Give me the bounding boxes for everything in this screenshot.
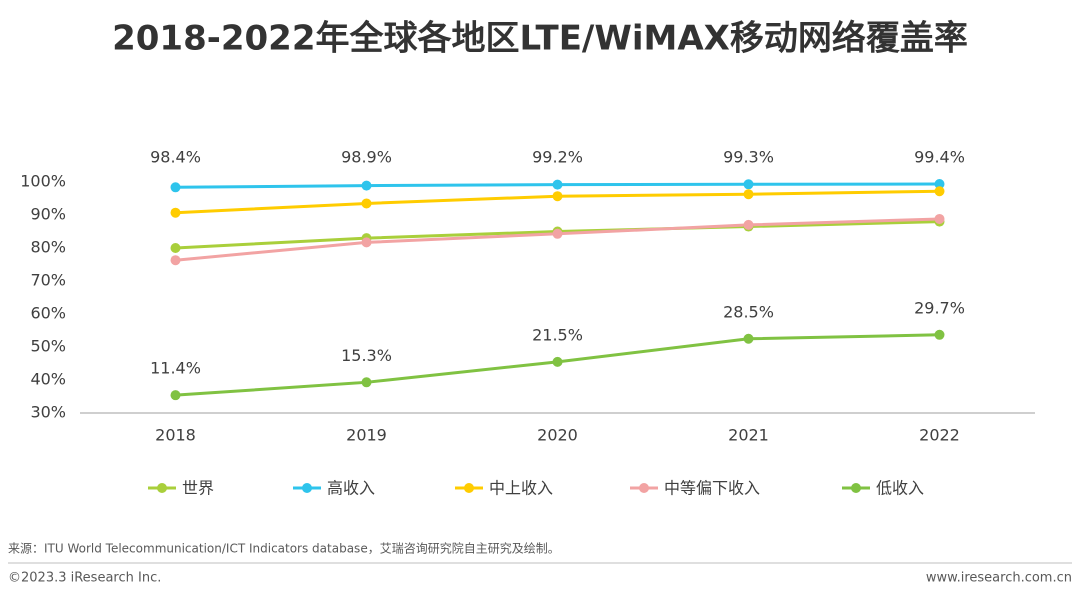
- chart-title: 2018-2022年全球各地区LTE/WiMAX移动网络覆盖率: [112, 19, 968, 59]
- legend-label: 中等偏下收入: [664, 479, 760, 498]
- data-point: [743, 179, 754, 190]
- legend-marker: [302, 483, 312, 493]
- data-point: [361, 377, 372, 388]
- data-label: 99.2%: [532, 148, 583, 167]
- data-label: 29.7%: [914, 298, 965, 317]
- x-tick-label: 2021: [728, 426, 769, 445]
- data-point: [934, 186, 945, 197]
- data-point: [170, 207, 181, 218]
- y-tick-label: 30%: [30, 403, 66, 422]
- website: www.iresearch.com.cn: [926, 571, 1072, 586]
- x-tick-label: 2020: [537, 426, 578, 445]
- y-tick-label: 40%: [30, 370, 66, 389]
- data-point: [743, 333, 754, 344]
- data-label: 98.9%: [341, 148, 392, 167]
- data-point: [552, 228, 563, 239]
- legend-marker: [639, 483, 649, 493]
- data-point: [552, 179, 563, 190]
- data-label: 99.4%: [914, 148, 965, 167]
- legend-marker: [464, 483, 474, 493]
- y-tick-label: 50%: [30, 337, 66, 356]
- data-label: 21.5%: [532, 325, 583, 344]
- data-point: [934, 178, 945, 189]
- source-note: 来源：ITU World Telecommunication/ICT Indic…: [8, 541, 560, 556]
- data-label: 28.5%: [723, 302, 774, 321]
- legend-marker: [851, 483, 861, 493]
- y-tick-label: 80%: [30, 238, 66, 257]
- x-tick-label: 2022: [919, 426, 960, 445]
- y-tick-label: 100%: [20, 172, 66, 191]
- data-point: [170, 182, 181, 193]
- data-point: [934, 213, 945, 224]
- legend-marker: [157, 483, 167, 493]
- data-label: 11.4%: [150, 359, 201, 378]
- data-point: [552, 356, 563, 367]
- legend-label: 中上收入: [489, 479, 553, 498]
- data-point: [361, 237, 372, 248]
- y-tick-label: 60%: [30, 304, 66, 323]
- data-point: [361, 180, 372, 191]
- data-point: [743, 219, 754, 230]
- y-tick-label: 70%: [30, 271, 66, 290]
- data-label: 98.4%: [150, 148, 201, 167]
- legend-label: 低收入: [876, 479, 924, 498]
- data-point: [170, 243, 181, 253]
- copyright: ©2023.3 iResearch Inc.: [8, 571, 161, 586]
- data-point: [170, 255, 181, 266]
- data-label: 15.3%: [341, 346, 392, 365]
- data-label: 99.3%: [723, 148, 774, 167]
- x-tick-label: 2019: [346, 426, 387, 445]
- legend-label: 高收入: [327, 479, 375, 498]
- data-point: [552, 191, 563, 202]
- data-point: [170, 390, 181, 401]
- x-tick-label: 2018: [155, 426, 196, 445]
- y-tick-label: 90%: [30, 205, 66, 224]
- legend-label: 世界: [182, 479, 214, 498]
- data-point: [743, 189, 754, 200]
- data-point: [361, 198, 372, 209]
- data-point: [934, 329, 945, 340]
